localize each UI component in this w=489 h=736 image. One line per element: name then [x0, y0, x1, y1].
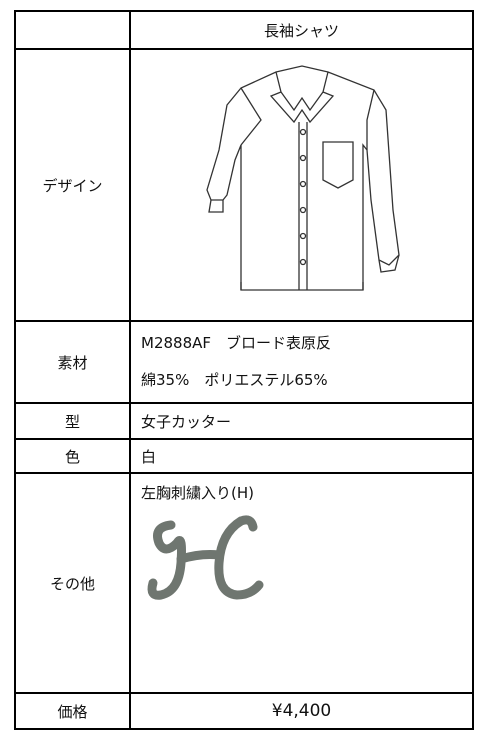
row-label: デザイン: [14, 48, 131, 322]
type-value: 女子カッター: [129, 402, 474, 440]
product-name: 長袖シャツ: [129, 10, 474, 50]
price-row: 価格 ¥4,400: [14, 692, 474, 730]
row-label: 素材: [14, 320, 131, 404]
price-value: ¥4,400: [129, 692, 474, 730]
other-value: 左胸刺繍入り(H): [141, 484, 254, 502]
row-label: 価格: [14, 692, 131, 730]
corner-cell: [14, 10, 131, 50]
embroidery-sample: [147, 515, 264, 600]
shirt-drawing: [206, 65, 400, 291]
row-label: 色: [14, 438, 131, 474]
design-row: デザイン: [14, 48, 474, 322]
row-label: その他: [14, 472, 131, 694]
spec-table: 長袖シャツ デザイン 素材 M2888AF ブロード表原反 綿35% ポリエステ…: [14, 10, 474, 730]
material-line: 綿35% ポリエステル65%: [141, 371, 328, 389]
other-cell: 左胸刺繍入り(H): [129, 472, 474, 694]
design-cell: [129, 48, 474, 322]
type-row: 型 女子カッター: [14, 402, 474, 440]
other-row: その他 左胸刺繍入り(H): [14, 472, 474, 694]
color-value: 白: [129, 438, 474, 474]
row-label: 型: [14, 402, 131, 440]
color-row: 色 白: [14, 438, 474, 474]
material-cell: M2888AF ブロード表原反 綿35% ポリエステル65%: [129, 320, 474, 404]
header-row: 長袖シャツ: [14, 10, 474, 50]
material-line: M2888AF ブロード表原反: [141, 334, 332, 352]
material-row: 素材 M2888AF ブロード表原反 綿35% ポリエステル65%: [14, 320, 474, 404]
